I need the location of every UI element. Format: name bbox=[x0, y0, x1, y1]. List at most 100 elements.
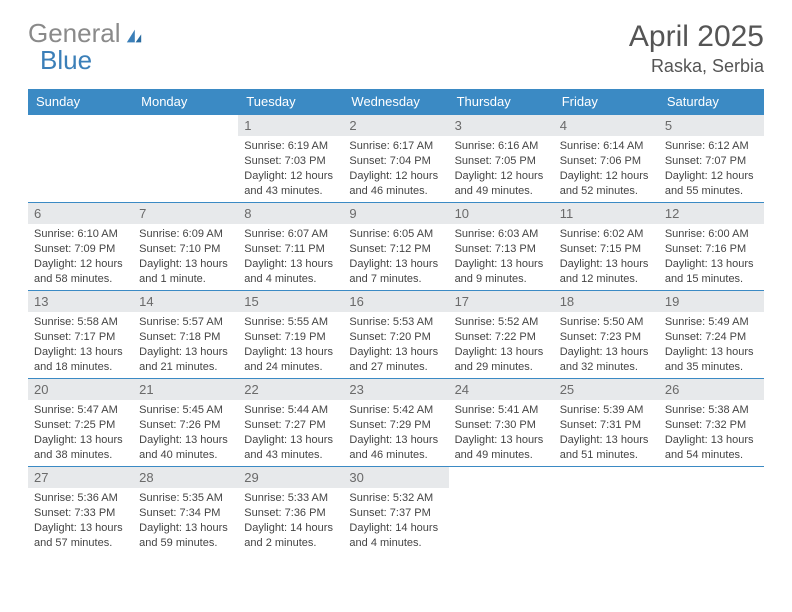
day-number: 15 bbox=[238, 291, 343, 312]
sunrise-text: Sunrise: 5:45 AM bbox=[139, 403, 232, 418]
day-number: 11 bbox=[554, 203, 659, 224]
day-number: 20 bbox=[28, 379, 133, 400]
sunrise-text: Sunrise: 6:10 AM bbox=[34, 227, 127, 242]
calendar-cell: 21Sunrise: 5:45 AMSunset: 7:26 PMDayligh… bbox=[133, 379, 238, 467]
sunset-text: Sunset: 7:34 PM bbox=[139, 506, 232, 521]
day-number: 25 bbox=[554, 379, 659, 400]
daylight-text: Daylight: 13 hours and 38 minutes. bbox=[34, 433, 127, 463]
day-body: Sunrise: 5:35 AMSunset: 7:34 PMDaylight:… bbox=[133, 488, 238, 553]
sunrise-text: Sunrise: 5:50 AM bbox=[560, 315, 653, 330]
sunrise-text: Sunrise: 5:35 AM bbox=[139, 491, 232, 506]
sunrise-text: Sunrise: 5:32 AM bbox=[349, 491, 442, 506]
calendar-week: 6Sunrise: 6:10 AMSunset: 7:09 PMDaylight… bbox=[28, 203, 764, 291]
day-number: 14 bbox=[133, 291, 238, 312]
calendar-week: 27Sunrise: 5:36 AMSunset: 7:33 PMDayligh… bbox=[28, 467, 764, 555]
sunset-text: Sunset: 7:26 PM bbox=[139, 418, 232, 433]
calendar-week: 13Sunrise: 5:58 AMSunset: 7:17 PMDayligh… bbox=[28, 291, 764, 379]
calendar-cell: 16Sunrise: 5:53 AMSunset: 7:20 PMDayligh… bbox=[343, 291, 448, 379]
daylight-text: Daylight: 12 hours and 49 minutes. bbox=[455, 169, 548, 199]
sunset-text: Sunset: 7:11 PM bbox=[244, 242, 337, 257]
day-number: 30 bbox=[343, 467, 448, 488]
sunset-text: Sunset: 7:31 PM bbox=[560, 418, 653, 433]
day-body: Sunrise: 6:10 AMSunset: 7:09 PMDaylight:… bbox=[28, 224, 133, 289]
calendar-cell: 4Sunrise: 6:14 AMSunset: 7:06 PMDaylight… bbox=[554, 115, 659, 203]
day-body: Sunrise: 6:09 AMSunset: 7:10 PMDaylight:… bbox=[133, 224, 238, 289]
day-header: Friday bbox=[554, 89, 659, 115]
daylight-text: Daylight: 13 hours and 24 minutes. bbox=[244, 345, 337, 375]
calendar-cell: 12Sunrise: 6:00 AMSunset: 7:16 PMDayligh… bbox=[659, 203, 764, 291]
daylight-text: Daylight: 13 hours and 27 minutes. bbox=[349, 345, 442, 375]
day-body: Sunrise: 5:55 AMSunset: 7:19 PMDaylight:… bbox=[238, 312, 343, 377]
day-number: 21 bbox=[133, 379, 238, 400]
day-body: Sunrise: 5:47 AMSunset: 7:25 PMDaylight:… bbox=[28, 400, 133, 465]
day-body: Sunrise: 5:44 AMSunset: 7:27 PMDaylight:… bbox=[238, 400, 343, 465]
calendar-body: .... 1Sunrise: 6:19 AMSunset: 7:03 PMDayl… bbox=[28, 115, 764, 555]
day-body: Sunrise: 6:07 AMSunset: 7:11 PMDaylight:… bbox=[238, 224, 343, 289]
sunset-text: Sunset: 7:15 PM bbox=[560, 242, 653, 257]
sunrise-text: Sunrise: 6:02 AM bbox=[560, 227, 653, 242]
sunset-text: Sunset: 7:16 PM bbox=[665, 242, 758, 257]
daylight-text: Daylight: 13 hours and 7 minutes. bbox=[349, 257, 442, 287]
day-body: Sunrise: 6:00 AMSunset: 7:16 PMDaylight:… bbox=[659, 224, 764, 289]
day-body: Sunrise: 5:42 AMSunset: 7:29 PMDaylight:… bbox=[343, 400, 448, 465]
day-number: 7 bbox=[133, 203, 238, 224]
sunrise-text: Sunrise: 6:00 AM bbox=[665, 227, 758, 242]
sunset-text: Sunset: 7:05 PM bbox=[455, 154, 548, 169]
header-right: April 2025 Raska, Serbia bbox=[629, 20, 764, 77]
calendar-cell: 18Sunrise: 5:50 AMSunset: 7:23 PMDayligh… bbox=[554, 291, 659, 379]
calendar-cell: 3 Sunrise: 6:16 AMSunset: 7:05 PMDaylight… bbox=[449, 115, 554, 203]
sunrise-text: Sunrise: 6:12 AM bbox=[665, 139, 758, 154]
daylight-text: Daylight: 13 hours and 57 minutes. bbox=[34, 521, 127, 551]
day-number: 28 bbox=[133, 467, 238, 488]
day-number: 5 bbox=[659, 115, 764, 136]
calendar-cell: 1Sunrise: 6:19 AMSunset: 7:03 PMDaylight… bbox=[238, 115, 343, 203]
day-number: 6 bbox=[28, 203, 133, 224]
calendar-cell: .. bbox=[28, 115, 133, 203]
sunset-text: Sunset: 7:24 PM bbox=[665, 330, 758, 345]
sunset-text: Sunset: 7:36 PM bbox=[244, 506, 337, 521]
sunrise-text: Sunrise: 5:49 AM bbox=[665, 315, 758, 330]
day-number: 13 bbox=[28, 291, 133, 312]
day-body: Sunrise: 6:12 AMSunset: 7:07 PMDaylight:… bbox=[659, 136, 764, 201]
calendar-cell: 30Sunrise: 5:32 AMSunset: 7:37 PMDayligh… bbox=[343, 467, 448, 555]
daylight-text: Daylight: 13 hours and 29 minutes. bbox=[455, 345, 548, 375]
calendar-cell: 5Sunrise: 6:12 AMSunset: 7:07 PMDaylight… bbox=[659, 115, 764, 203]
day-body: Sunrise: 6:02 AMSunset: 7:15 PMDaylight:… bbox=[554, 224, 659, 289]
sunrise-text: Sunrise: 5:58 AM bbox=[34, 315, 127, 330]
sunset-text: Sunset: 7:32 PM bbox=[665, 418, 758, 433]
day-body: Sunrise: 5:52 AMSunset: 7:22 PMDaylight:… bbox=[449, 312, 554, 377]
sunrise-text: Sunrise: 5:52 AM bbox=[455, 315, 548, 330]
day-header: Wednesday bbox=[343, 89, 448, 115]
day-body: Sunrise: 5:32 AMSunset: 7:37 PMDaylight:… bbox=[343, 488, 448, 553]
calendar-cell: 27Sunrise: 5:36 AMSunset: 7:33 PMDayligh… bbox=[28, 467, 133, 555]
day-body: Sunrise: 6:05 AMSunset: 7:12 PMDaylight:… bbox=[343, 224, 448, 289]
calendar-cell: 26Sunrise: 5:38 AMSunset: 7:32 PMDayligh… bbox=[659, 379, 764, 467]
sunset-text: Sunset: 7:13 PM bbox=[455, 242, 548, 257]
calendar-cell: .. bbox=[449, 467, 554, 555]
daylight-text: Daylight: 13 hours and 15 minutes. bbox=[665, 257, 758, 287]
calendar-cell: 8Sunrise: 6:07 AMSunset: 7:11 PMDaylight… bbox=[238, 203, 343, 291]
day-number: 3 bbox=[449, 115, 554, 136]
calendar-cell: 22Sunrise: 5:44 AMSunset: 7:27 PMDayligh… bbox=[238, 379, 343, 467]
daylight-text: Daylight: 13 hours and 46 minutes. bbox=[349, 433, 442, 463]
sunrise-text: Sunrise: 5:57 AM bbox=[139, 315, 232, 330]
daylight-text: Daylight: 14 hours and 2 minutes. bbox=[244, 521, 337, 551]
daylight-text: Daylight: 13 hours and 35 minutes. bbox=[665, 345, 758, 375]
calendar-cell: 2Sunrise: 6:17 AMSunset: 7:04 PMDaylight… bbox=[343, 115, 448, 203]
header: GeneralBlue April 2025 Raska, Serbia bbox=[28, 20, 764, 77]
sunrise-text: Sunrise: 6:07 AM bbox=[244, 227, 337, 242]
day-body: Sunrise: 5:53 AMSunset: 7:20 PMDaylight:… bbox=[343, 312, 448, 377]
calendar-table: SundayMondayTuesdayWednesdayThursdayFrid… bbox=[28, 89, 764, 555]
daylight-text: Daylight: 14 hours and 4 minutes. bbox=[349, 521, 442, 551]
sunrise-text: Sunrise: 5:53 AM bbox=[349, 315, 442, 330]
sunrise-text: Sunrise: 5:42 AM bbox=[349, 403, 442, 418]
day-body: Sunrise: 5:58 AMSunset: 7:17 PMDaylight:… bbox=[28, 312, 133, 377]
day-body: Sunrise: 6:19 AMSunset: 7:03 PMDaylight:… bbox=[238, 136, 343, 201]
day-header: Monday bbox=[133, 89, 238, 115]
sunrise-text: Sunrise: 5:47 AM bbox=[34, 403, 127, 418]
day-body: Sunrise: 5:49 AMSunset: 7:24 PMDaylight:… bbox=[659, 312, 764, 377]
sunrise-text: Sunrise: 6:16 AM bbox=[455, 139, 548, 154]
calendar-cell: 14Sunrise: 5:57 AMSunset: 7:18 PMDayligh… bbox=[133, 291, 238, 379]
sunset-text: Sunset: 7:09 PM bbox=[34, 242, 127, 257]
calendar-cell: 29Sunrise: 5:33 AMSunset: 7:36 PMDayligh… bbox=[238, 467, 343, 555]
